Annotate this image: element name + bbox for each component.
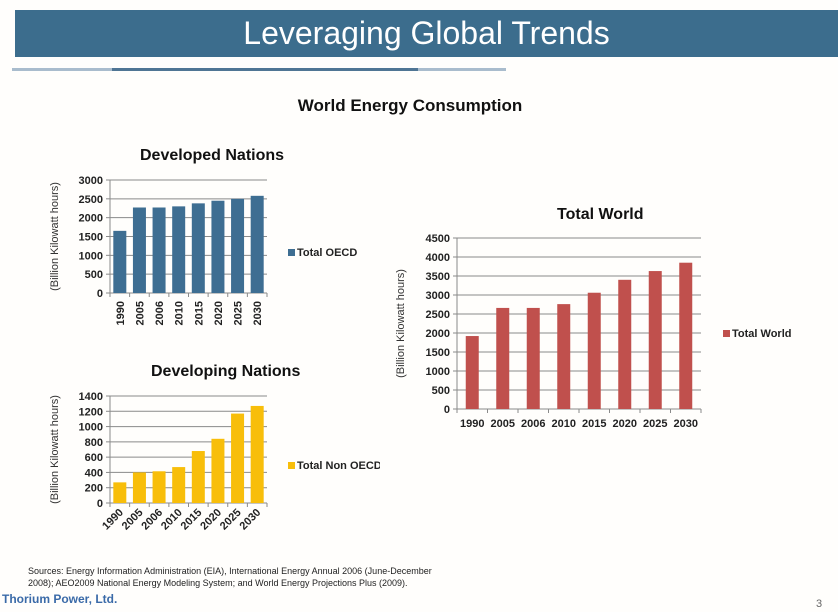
legend-label: Total OECD bbox=[297, 247, 357, 259]
developed-nations-chart: 0 500 1000 1500 2000 2500 3000 (Billion Kilowat… bbox=[49, 175, 357, 325]
x-tick-label: 1990 bbox=[460, 418, 484, 430]
y-tick-label: 3000 bbox=[426, 290, 450, 302]
y-tick-label: 1500 bbox=[426, 347, 450, 359]
page-number: 3 bbox=[816, 598, 823, 610]
title-divider bbox=[12, 68, 506, 71]
bar-2015 bbox=[191, 451, 205, 503]
y-tick-label: 2500 bbox=[79, 194, 103, 206]
bar-2025 bbox=[231, 198, 245, 293]
x-tick-label: 2020 bbox=[198, 507, 224, 533]
bar-2006 bbox=[152, 471, 166, 503]
bar-2020 bbox=[211, 438, 225, 503]
bar-2020 bbox=[211, 200, 225, 293]
bar-2006 bbox=[152, 207, 166, 293]
x-tick-label: 2005 bbox=[120, 507, 146, 533]
x-tick-label: 2006 bbox=[521, 418, 545, 430]
x-tick-label: 1990 bbox=[100, 507, 126, 533]
x-tick-label: 2015 bbox=[582, 418, 606, 430]
y-tick-label: 0 bbox=[444, 404, 450, 416]
y-tick-label: 3500 bbox=[426, 271, 450, 283]
x-tick-label: 2005 bbox=[134, 301, 146, 325]
bar-2010 bbox=[172, 206, 186, 293]
x-tick-label: 2030 bbox=[252, 301, 264, 325]
bar-2030 bbox=[250, 405, 264, 503]
y-tick-label: 200 bbox=[85, 483, 103, 495]
sources-line-1: Sources: Energy Information Administrati… bbox=[28, 566, 432, 576]
y-tick-label: 1000 bbox=[79, 422, 103, 434]
y-tick-label: 3000 bbox=[79, 175, 103, 187]
x-tick-label: 2030 bbox=[674, 418, 698, 430]
x-tick-label: 2010 bbox=[174, 301, 186, 325]
x-tick-label: 2010 bbox=[159, 507, 185, 533]
bar-1990 bbox=[465, 336, 479, 409]
company-logo-text: Thorium Power, Ltd. bbox=[2, 592, 118, 606]
legend-swatch bbox=[288, 462, 295, 469]
bar-1990 bbox=[113, 482, 127, 503]
y-tick-label: 600 bbox=[85, 452, 103, 464]
y-axis-label: (Billion Kilowatt hours) bbox=[49, 182, 61, 291]
y-tick-label: 1000 bbox=[79, 250, 103, 262]
bar-2025 bbox=[648, 271, 662, 409]
x-tick-label: 2020 bbox=[613, 418, 637, 430]
developed-chart-title: Developed Nations bbox=[140, 147, 285, 164]
y-tick-label: 4500 bbox=[426, 233, 450, 245]
y-tick-label: 500 bbox=[432, 385, 450, 397]
bar-2005 bbox=[132, 472, 146, 503]
bar-2030 bbox=[250, 195, 264, 293]
x-tick-label: 2005 bbox=[491, 418, 515, 430]
developing-nations-chart: 0 200 400 600 800 1000 1200 1400 (Billion Kilowa… bbox=[49, 391, 380, 533]
x-tick-label: 2006 bbox=[154, 301, 166, 325]
main-chart-title: World Energy Consumption bbox=[297, 96, 523, 115]
x-tick-label: 2025 bbox=[643, 418, 667, 430]
world-chart-title: Total World bbox=[557, 206, 644, 223]
x-tick-label: 1990 bbox=[115, 301, 127, 325]
total-world-chart: 0 500 1000 1500 2000 2500 3000 3500 4000 4500 (Bil… bbox=[395, 233, 791, 430]
y-tick-label: 500 bbox=[85, 269, 103, 281]
slide-title: Leveraging Global Trends bbox=[243, 15, 610, 51]
bar-2030 bbox=[679, 262, 693, 409]
x-tick-label: 2025 bbox=[218, 507, 244, 533]
sources-note: Sources: Energy Information Administrati… bbox=[28, 565, 488, 589]
bar-2015 bbox=[191, 203, 205, 293]
x-tick-label: 2025 bbox=[233, 301, 245, 325]
bar-2020 bbox=[618, 279, 632, 409]
y-tick-label: 400 bbox=[85, 467, 103, 479]
bar-1990 bbox=[113, 230, 127, 293]
y-tick-label: 2000 bbox=[426, 328, 450, 340]
x-tick-label: 2006 bbox=[139, 507, 165, 533]
y-axis-label: (Billion Kilowatt hours) bbox=[395, 269, 407, 378]
sources-line-2: 2008); AEO2009 National Energy Modeling … bbox=[28, 578, 408, 588]
bar-2010 bbox=[557, 304, 571, 409]
y-tick-label: 1200 bbox=[79, 406, 103, 418]
legend-swatch bbox=[723, 330, 730, 337]
header-bar: Leveraging Global Trends bbox=[15, 10, 838, 57]
bar-2010 bbox=[172, 467, 186, 503]
bar-2015 bbox=[587, 292, 601, 409]
y-tick-label: 1500 bbox=[79, 232, 103, 244]
bar-2005 bbox=[496, 307, 510, 409]
legend-label: Total Non OECD bbox=[297, 460, 380, 472]
legend-label: Total World bbox=[732, 328, 791, 340]
y-tick-label: 4000 bbox=[426, 252, 450, 264]
y-tick-label: 2000 bbox=[79, 213, 103, 225]
legend-swatch bbox=[288, 249, 295, 256]
bar-2025 bbox=[231, 413, 245, 503]
x-tick-label: 2015 bbox=[193, 301, 205, 325]
x-tick-label: 2010 bbox=[552, 418, 576, 430]
x-tick-label: 2020 bbox=[213, 301, 225, 325]
y-tick-label: 0 bbox=[97, 288, 103, 300]
bar-2006 bbox=[526, 307, 540, 409]
y-axis-label: (Billion Kilowatt hours) bbox=[49, 395, 61, 504]
x-tick-label: 2030 bbox=[238, 507, 264, 533]
bar-2005 bbox=[132, 207, 146, 293]
y-tick-label: 800 bbox=[85, 437, 103, 449]
y-tick-label: 0 bbox=[97, 498, 103, 510]
x-tick-label: 2015 bbox=[179, 507, 205, 533]
developing-chart-title: Developing Nations bbox=[151, 363, 301, 380]
y-tick-label: 1000 bbox=[426, 366, 450, 378]
y-tick-label: 2500 bbox=[426, 309, 450, 321]
y-tick-label: 1400 bbox=[79, 391, 103, 403]
